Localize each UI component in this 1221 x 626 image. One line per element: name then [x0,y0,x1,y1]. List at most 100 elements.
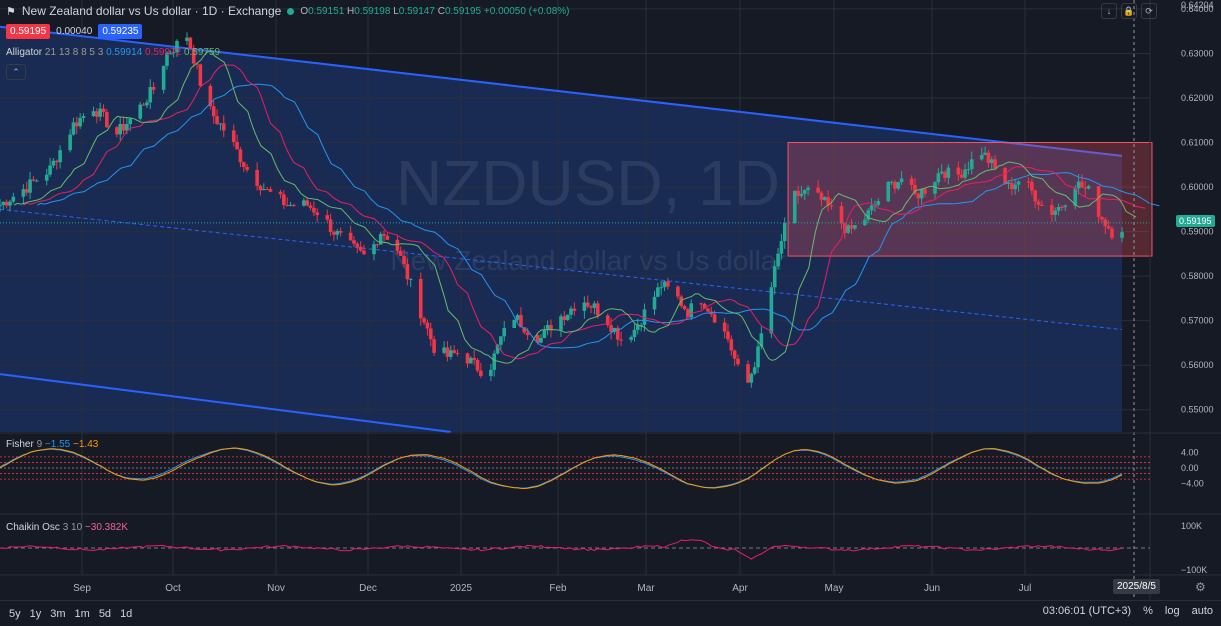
candle-body [168,52,173,54]
price-tick-label: 0.61000 [1181,138,1214,148]
price-tick-label: 0.60000 [1181,182,1214,192]
candle-body [565,314,570,320]
candle-body [231,130,236,143]
quote-box: 0.59195 0.00040 0.59235 [6,24,143,39]
candle-body [302,200,306,206]
candle-body [305,200,310,206]
candle-body [328,219,333,233]
reset-icon[interactable]: ⟳ [1141,3,1157,19]
clock[interactable]: 03:06:01 (UTC+3) [1042,605,1132,617]
symbol-title[interactable]: New Zealand dollar vs Us dollar · 1D · E… [21,4,282,18]
candle-body [21,189,26,197]
candle-body [916,193,921,199]
channel-upper-line [0,25,1123,157]
watermark-name: New Zealand dollar vs Us dollar [390,245,785,276]
fisher-tick-label: 4.00 [1181,448,1199,458]
candle-body [816,187,820,193]
candle-body [979,154,984,160]
chaikin-tick-label: 100K [1181,521,1202,531]
fisher-legend[interactable]: Fisher 9 −1.55 −1.43 [6,439,99,450]
candle-body [265,188,269,190]
candle-body [1056,206,1061,211]
candle-body [1030,181,1034,191]
ohlc-readout: O0.59151 H0.59198 L0.59147 C0.59195 +0.0… [300,5,570,17]
timeframe-5y[interactable]: 5y [9,607,21,620]
percent-toggle[interactable]: % [1143,605,1153,617]
alligator-lips-line [13,51,1137,364]
timeframe-3m[interactable]: 3m [50,607,66,620]
candle-body [756,346,760,368]
time-tick-label: Jun [924,583,940,594]
candle-body [115,127,119,135]
candle-body [612,327,617,332]
price-tick-label: 0.64000 [1181,4,1214,14]
gear-icon[interactable]: ⚙ [1195,580,1206,594]
candle-body [1053,210,1058,215]
sell-button[interactable]: 0.59195 [6,24,51,39]
candle-body [1073,188,1078,206]
candle-body [405,264,410,280]
timeframe-1y[interactable]: 1y [29,607,42,620]
candle-body [866,210,871,220]
candle-body [185,37,189,41]
time-tick-label: May [825,583,844,594]
candle-body [288,204,293,206]
time-tick-label: Jul [1019,583,1032,594]
candle-body [686,309,690,318]
time-tick-label: Oct [165,583,181,594]
candle-body [118,123,123,135]
timeframe-5d[interactable]: 5d [98,607,112,620]
candle-body [138,104,143,119]
candle-body [959,174,964,178]
log-toggle[interactable]: log [1164,605,1180,617]
candle-body [759,333,764,347]
candle-body [8,201,12,206]
candle-body [502,327,507,337]
candle-body [489,369,493,377]
candle-body [101,108,106,113]
candle-body [639,325,643,327]
auto-toggle[interactable]: auto [1191,605,1213,617]
fisher-tick-label: −4.00 [1181,478,1204,488]
candle-body [1110,228,1114,238]
candle-body [4,201,9,206]
price-tick-label: 0.55000 [1181,405,1214,415]
candle-body [542,329,547,338]
candle-body [418,278,423,319]
candle-body [702,303,707,309]
arrow-down-icon[interactable]: ↓ [1101,3,1117,19]
candle-body [128,118,133,124]
time-tick-label: Feb [549,583,567,594]
candle-body [492,353,497,370]
lock-icon[interactable]: 🔒 [1121,3,1137,19]
candle-body [68,134,72,151]
candle-body [899,178,904,183]
buy-button[interactable]: 0.59235 [98,24,143,39]
time-tick-label: Sep [73,583,91,594]
candle-body [595,303,600,316]
candle-body [452,350,456,353]
candle-body [896,182,901,189]
candle-body [662,281,667,288]
price-tick-label: 0.58000 [1181,271,1214,281]
candle-body [425,322,430,329]
candle-body [722,322,727,332]
candle-body [799,193,804,196]
candle-body [525,332,530,336]
channel-lower-line [0,373,451,433]
timeframe-1d[interactable]: 1d [120,607,133,620]
collapse-legend-icon[interactable]: ⌃ [6,64,26,80]
time-tick-label: Nov [267,583,285,594]
alligator-legend[interactable]: Alligator 21 13 8 8 5 3 0.59914 0.59972 … [6,47,221,58]
timeframe-1m[interactable]: 1m [74,607,90,620]
candle-body [235,142,239,150]
candle-body [499,336,503,345]
chaikin-legend[interactable]: Chaikin Osc 3 10 −30.382K [6,522,129,533]
candle-body [863,219,867,226]
candle-body [141,104,146,106]
candle-body [1083,187,1088,189]
candle-body [145,102,149,106]
candle-body [642,309,647,326]
candle-body [732,350,737,359]
